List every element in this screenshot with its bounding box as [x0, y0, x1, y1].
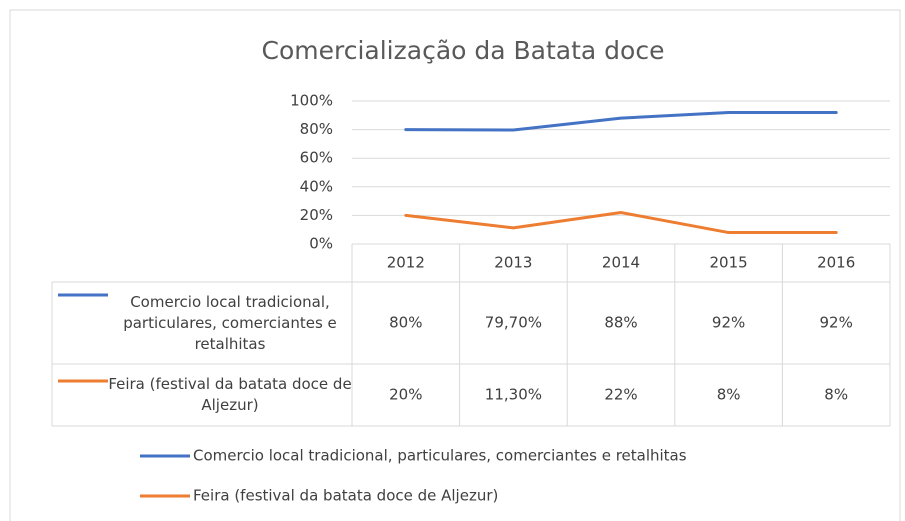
- table-value: 88%: [604, 314, 637, 332]
- table-value: 92%: [712, 314, 745, 332]
- series-line: [404, 211, 838, 235]
- table-value: 79,70%: [485, 314, 542, 332]
- chart-frame: [9, 9, 901, 521]
- y-tick-label: 100%: [290, 92, 333, 110]
- chart-title: Comercialização da Batata doce: [262, 36, 665, 65]
- x-tick-label: 2016: [817, 254, 855, 272]
- x-tick-label: 2012: [387, 254, 425, 272]
- table-value: 22%: [604, 386, 637, 404]
- y-tick-label: 60%: [300, 149, 333, 167]
- x-tick-label: 2013: [494, 254, 532, 272]
- table-value: 80%: [389, 314, 422, 332]
- table-value: 8%: [824, 386, 848, 404]
- table-value: 8%: [717, 386, 741, 404]
- x-tick-label: 2015: [710, 254, 748, 272]
- series-line: [404, 110, 838, 132]
- y-tick-label: 40%: [300, 177, 333, 195]
- table-value: 20%: [389, 386, 422, 404]
- table-series-name: Comercio local tradicional, particulares…: [123, 292, 337, 353]
- legend-label: Comercio local tradicional, particulares…: [193, 447, 687, 465]
- table-series-name: Feira (festival da batata doce de Aljezu…: [108, 375, 352, 414]
- y-tick-label: 0%: [309, 235, 333, 253]
- table-value: 92%: [820, 314, 853, 332]
- y-tick-label: 80%: [300, 120, 333, 138]
- table-value: 11,30%: [485, 386, 542, 404]
- legend-label: Feira (festival da batata doce de Aljezu…: [193, 487, 498, 505]
- y-tick-label: 20%: [300, 206, 333, 224]
- x-tick-label: 2014: [602, 254, 640, 272]
